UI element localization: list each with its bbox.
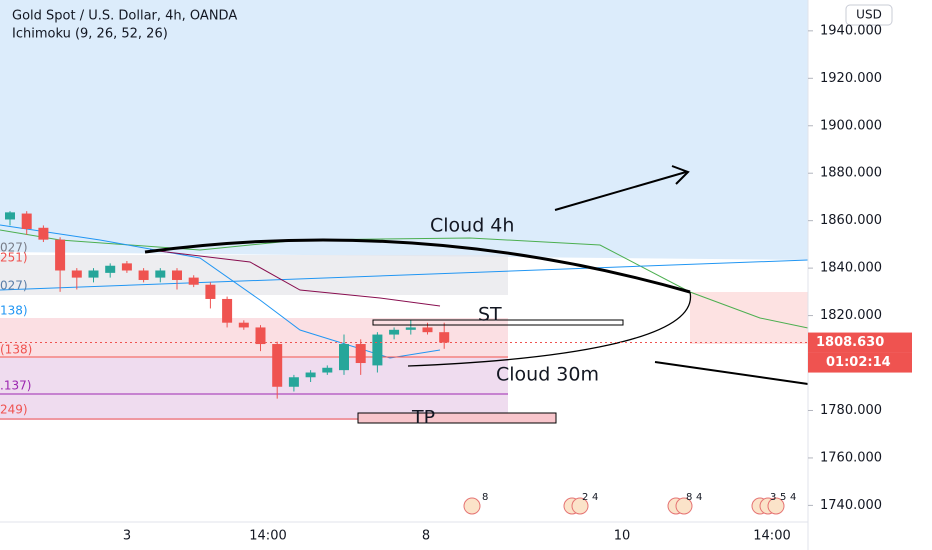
last-price-tag <box>808 332 912 353</box>
y-tick-label: 1860.000 <box>820 213 882 228</box>
cloud-pink <box>690 292 808 344</box>
candle-body <box>105 265 116 273</box>
x-tick-label: 14:00 <box>753 529 790 544</box>
candle-body <box>38 227 49 240</box>
candle-body <box>355 344 366 364</box>
annotation: TP <box>411 407 435 429</box>
level-label: .137) <box>0 379 31 393</box>
level-label: 251) <box>0 251 28 265</box>
level-label: 027) <box>0 279 28 293</box>
annotation: Cloud 30m <box>496 364 599 386</box>
kijun-line <box>149 249 441 307</box>
chart-title: Gold Spot / U.S. Dollar, 4h, OANDA <box>12 9 237 24</box>
event-icon <box>571 497 589 515</box>
tp-box <box>357 412 557 424</box>
candle-body <box>188 277 199 285</box>
candle-body <box>155 270 166 278</box>
arrow-head <box>671 165 690 185</box>
tenkan-line <box>0 224 441 359</box>
event-count: 4 <box>790 492 796 503</box>
event-count: 4 <box>592 492 598 503</box>
y-tick-label: 1760.000 <box>820 450 882 465</box>
candle-body <box>172 270 182 280</box>
y-tick-label: 1880.000 <box>820 166 882 181</box>
annotation: ST <box>478 304 502 326</box>
candle-body <box>222 298 233 323</box>
annotation: Cloud 4h <box>430 215 514 237</box>
event-count: 8 <box>482 492 488 503</box>
event-count: 2 <box>582 492 588 503</box>
candle-body <box>71 270 82 278</box>
level-label: 249) <box>0 403 28 417</box>
event-count: 8 <box>686 492 692 503</box>
candle-body <box>439 332 450 343</box>
candle-body <box>405 327 416 330</box>
candle-body <box>238 322 249 328</box>
arrow <box>554 171 687 211</box>
y-tick-label: 1780.000 <box>820 403 882 418</box>
x-tick-label: 3 <box>123 529 131 544</box>
y-tick-label: 1840.000 <box>820 261 882 276</box>
y-tick-label: 1820.000 <box>820 308 882 323</box>
y-tick-label: 1740.000 <box>820 498 882 513</box>
candle-body <box>272 344 283 387</box>
candle-body <box>138 270 149 280</box>
event-count: 4 <box>696 492 702 503</box>
event-count: 5 <box>780 492 786 503</box>
candle-body <box>21 213 32 229</box>
candle-body <box>305 372 316 378</box>
event-count: 3 <box>770 492 776 503</box>
y-tick-label: 1900.000 <box>820 118 882 133</box>
trend-line <box>0 259 809 291</box>
candle-body <box>205 284 216 299</box>
currency-button[interactable] <box>845 4 893 26</box>
drawing-arc <box>407 291 692 367</box>
zone-pink <box>0 318 508 358</box>
candle-body <box>339 344 349 371</box>
x-tick-label: 10 <box>614 529 631 544</box>
event-icon <box>767 497 785 515</box>
drawing-line <box>654 361 809 385</box>
level-label: (138) <box>0 343 32 357</box>
candle-body <box>5 212 15 220</box>
y-tick-label: 1920.000 <box>820 71 882 86</box>
candle-body <box>88 270 99 278</box>
countdown: 01:02:14 <box>826 355 891 370</box>
event-icon <box>675 497 693 515</box>
st-box <box>372 319 624 326</box>
currency[interactable]: USD <box>856 8 882 22</box>
candle-body <box>422 327 433 333</box>
candle-body <box>255 327 266 345</box>
indicator: Ichimoku (9, 26, 52, 26) <box>12 27 168 42</box>
drawing-arc <box>144 238 691 294</box>
zone-purple <box>0 358 508 420</box>
candle-body <box>389 329 400 335</box>
candle-body <box>288 377 299 387</box>
x-tick-label: 8 <box>422 529 430 544</box>
span-line <box>0 229 809 329</box>
level-label: 138) <box>0 304 28 318</box>
x-tick-label: 14:00 <box>249 529 286 544</box>
event-icon <box>463 497 481 515</box>
candle-body <box>372 334 383 366</box>
y-tick-label: 1940.000 <box>820 23 882 38</box>
countdown-tag <box>808 352 912 373</box>
last-price-label: 1808.630 <box>816 335 884 350</box>
zone-grey <box>0 255 508 295</box>
candle-body <box>121 263 132 271</box>
candle-body <box>322 367 333 373</box>
level-label: 027) <box>0 241 28 255</box>
candle-body <box>55 239 66 271</box>
